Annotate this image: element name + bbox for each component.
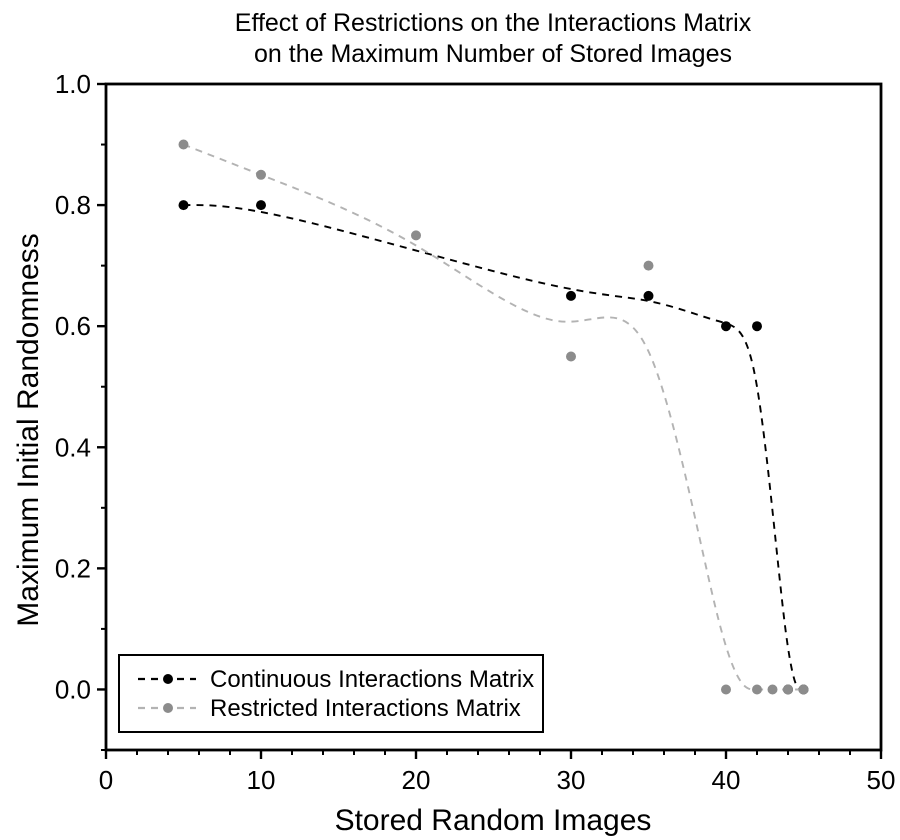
series-1 [178, 139, 809, 695]
data-point-marker [256, 200, 266, 211]
legend-label-continuous: Continuous Interactions Matrix [210, 666, 534, 693]
y-tick-label: 0.2 [55, 553, 91, 583]
series-line [183, 204, 804, 691]
x-tick-label: 50 [867, 765, 896, 795]
y-tick-label: 0.6 [55, 311, 91, 341]
data-point-marker [178, 200, 189, 211]
series-line [183, 143, 804, 691]
data-point-marker [256, 169, 266, 180]
data-point-marker [721, 684, 731, 695]
legend-label-restricted: Restricted Interactions Matrix [210, 695, 521, 722]
y-tick-label: 0.0 [55, 674, 91, 704]
data-point-marker [643, 290, 654, 301]
x-axis-title: Stored Random Images [335, 804, 652, 837]
chart-title-line2: on the Maximum Number of Stored Images [254, 40, 732, 68]
data-point-marker [752, 684, 762, 695]
data-point-marker [178, 139, 189, 150]
legend-item-continuous: Continuous Interactions Matrix [138, 666, 534, 693]
y-tick-label: 0.8 [55, 190, 91, 220]
x-tick-label: 40 [712, 765, 741, 795]
series-0 [178, 200, 809, 695]
x-axis-ticks: 0 10 20 30 40 50 [99, 750, 896, 795]
data-point-marker [752, 321, 762, 332]
legend-marker-dot-icon [163, 674, 173, 684]
x-tick-label: 10 [247, 765, 276, 795]
data-point-marker [643, 260, 654, 271]
legend: Continuous Interactions Matrix Restricte… [118, 654, 544, 733]
data-point-marker [767, 684, 778, 695]
x-tick-label: 30 [557, 765, 586, 795]
legend-item-restricted: Restricted Interactions Matrix [138, 695, 521, 722]
chart-title-line1: Effect of Restrictions on the Interactio… [235, 9, 752, 37]
data-point-marker [566, 290, 576, 301]
data-point-marker [721, 321, 731, 332]
legend-marker-dot-icon [163, 703, 173, 713]
y-axis-ticks: 0.0 0.2 0.4 0.6 0.8 1.0 [55, 69, 106, 751]
data-point-marker [411, 230, 421, 241]
y-tick-label: 0.4 [55, 432, 91, 462]
legend-box [118, 654, 544, 733]
y-axis-title: Maximum Initial Randomness [12, 233, 45, 626]
data-point-marker [783, 684, 793, 695]
plot-frame [104, 82, 883, 752]
data-point-marker [566, 351, 576, 362]
x-tick-label: 20 [402, 765, 431, 795]
x-tick-label: 0 [99, 765, 113, 795]
plot-series [178, 139, 809, 695]
y-tick-label: 1.0 [55, 69, 91, 99]
data-point-marker [798, 684, 809, 695]
